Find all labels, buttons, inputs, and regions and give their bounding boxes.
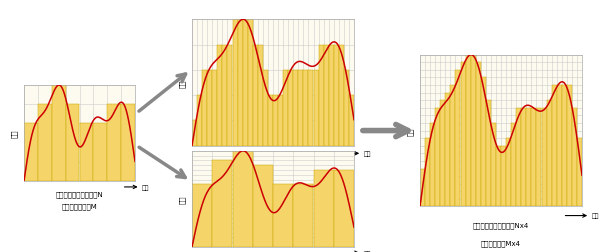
Bar	[577, 139, 582, 207]
Bar	[197, 96, 202, 146]
Bar	[293, 185, 313, 247]
Bar	[107, 105, 121, 181]
Bar	[227, 45, 232, 146]
Bar	[557, 86, 562, 207]
Text: サンプリング周波数：Nx4: サンプリング周波数：Nx4	[473, 222, 529, 228]
Bar	[121, 105, 135, 181]
Bar	[248, 20, 253, 146]
Bar	[435, 108, 440, 207]
Bar	[212, 161, 232, 247]
Bar	[207, 71, 212, 146]
Bar	[521, 108, 526, 207]
Bar	[288, 71, 293, 146]
Bar	[273, 185, 293, 247]
Bar	[506, 139, 511, 207]
Y-axis label: 振幅: 振幅	[407, 127, 414, 135]
Bar	[217, 45, 223, 146]
Bar	[223, 45, 227, 146]
Bar	[496, 146, 501, 207]
Bar	[470, 55, 476, 207]
Bar	[334, 45, 339, 146]
Bar	[80, 124, 94, 181]
Bar	[551, 86, 557, 207]
Bar	[430, 123, 435, 207]
Bar	[273, 96, 278, 146]
Text: 量子化分割数：M: 量子化分割数：M	[255, 174, 291, 180]
Text: 時間: 時間	[142, 184, 149, 190]
Text: 時間: 時間	[364, 151, 371, 156]
Bar	[253, 45, 258, 146]
Bar	[52, 86, 65, 181]
Y-axis label: 振幅: 振幅	[179, 79, 186, 87]
Bar	[233, 20, 238, 146]
Bar	[304, 71, 308, 146]
Bar	[253, 166, 273, 247]
Bar	[445, 93, 451, 207]
Bar	[233, 151, 253, 247]
Bar	[192, 121, 197, 146]
Bar	[526, 108, 532, 207]
Bar	[24, 124, 38, 181]
Bar	[516, 108, 521, 207]
Text: 量子化分割数：M: 量子化分割数：M	[62, 203, 97, 209]
Bar	[242, 20, 248, 146]
Bar	[536, 108, 541, 207]
Bar	[455, 71, 460, 207]
Bar	[461, 63, 466, 207]
Bar	[491, 123, 496, 207]
Bar	[238, 20, 242, 146]
Bar	[329, 45, 334, 146]
Bar	[481, 78, 486, 207]
Bar	[258, 45, 263, 146]
Bar	[425, 139, 430, 207]
Bar	[192, 185, 212, 247]
Bar	[349, 96, 354, 146]
Bar	[334, 170, 354, 247]
Bar	[202, 71, 207, 146]
Bar	[562, 86, 567, 207]
Text: サンプリング周波数：N: サンプリング周波数：N	[56, 191, 103, 198]
Bar	[420, 169, 425, 207]
Bar	[298, 71, 304, 146]
Bar	[344, 71, 349, 146]
Bar	[440, 101, 445, 207]
Bar	[65, 105, 79, 181]
Bar	[476, 63, 481, 207]
Bar	[283, 71, 288, 146]
Bar	[567, 86, 572, 207]
Bar	[486, 101, 491, 207]
Bar	[314, 71, 319, 146]
Y-axis label: 振幅: 振幅	[11, 129, 18, 138]
Bar	[323, 45, 329, 146]
Bar	[339, 45, 344, 146]
Bar	[308, 71, 313, 146]
Y-axis label: 振幅: 振幅	[179, 195, 186, 203]
Bar	[501, 146, 506, 207]
Bar	[466, 55, 470, 207]
Bar	[547, 101, 551, 207]
Bar	[572, 108, 577, 207]
Text: 時間: 時間	[364, 250, 371, 252]
Bar	[293, 71, 298, 146]
Bar	[38, 105, 52, 181]
Bar	[532, 108, 536, 207]
Bar	[212, 71, 217, 146]
Bar	[451, 86, 455, 207]
Bar	[268, 96, 273, 146]
Text: サンプリング周波数：Nx4: サンプリング周波数：Nx4	[245, 159, 301, 165]
Bar	[319, 45, 323, 146]
Bar	[263, 71, 268, 146]
Text: 量子分割数：Mx4: 量子分割数：Mx4	[481, 240, 521, 246]
Text: 時間: 時間	[592, 213, 599, 218]
Bar	[542, 108, 547, 207]
Bar	[94, 124, 107, 181]
Bar	[314, 170, 334, 247]
Bar	[278, 96, 283, 146]
Bar	[511, 123, 516, 207]
